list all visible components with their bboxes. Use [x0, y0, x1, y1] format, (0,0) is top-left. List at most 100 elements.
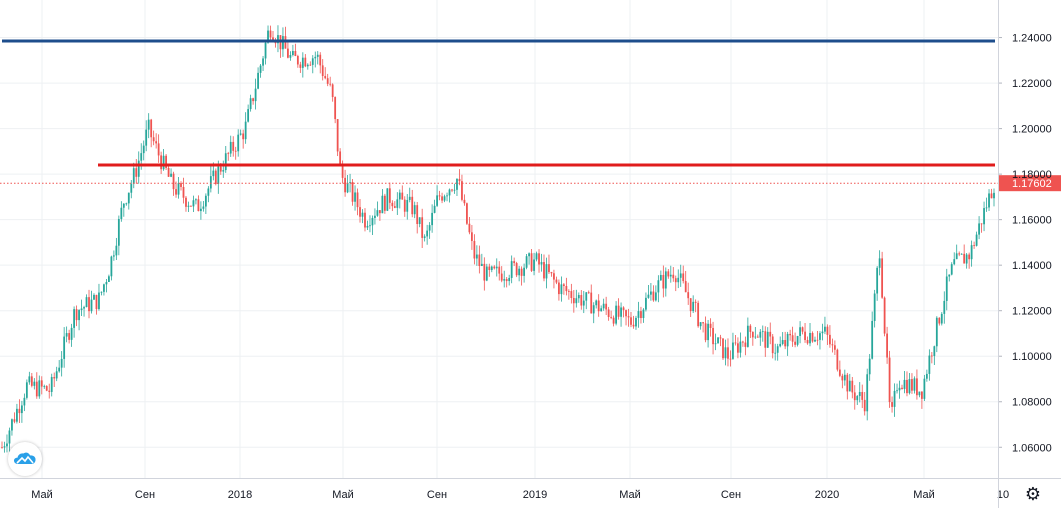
candle-body: [291, 50, 294, 55]
candle-body: [764, 331, 767, 348]
candle-body: [779, 343, 782, 347]
candle-body: [217, 166, 220, 184]
candle-body: [396, 199, 399, 208]
candle-body: [712, 327, 714, 345]
candle-body: [423, 236, 426, 238]
candle-body: [180, 183, 182, 187]
candle-body: [786, 333, 789, 347]
candle-body: [784, 340, 787, 347]
candle-body: [637, 311, 640, 318]
candle-body: [63, 336, 66, 359]
candle-body: [734, 342, 737, 344]
candle-body: [222, 170, 225, 172]
candle-body: [117, 219, 120, 246]
candle-body: [776, 346, 779, 353]
candle-body: [577, 295, 580, 299]
candle-body: [294, 50, 297, 56]
candle-body: [988, 193, 990, 208]
candle-body: [289, 54, 292, 58]
candle-body: [510, 261, 513, 278]
candle-body: [950, 264, 953, 275]
candle-body: [729, 358, 732, 360]
candle-body: [692, 301, 695, 312]
candle-body: [247, 109, 250, 122]
candle-body: [155, 141, 158, 144]
candle-body: [227, 153, 230, 155]
current-price-label: 1.17602: [1012, 178, 1052, 190]
candle-body: [530, 253, 533, 271]
candle-body: [88, 297, 90, 312]
candle-body: [684, 281, 687, 293]
candle-body: [679, 273, 682, 278]
x-tick-label: 2020: [815, 489, 839, 501]
candle-body: [851, 380, 854, 393]
candle-body: [344, 177, 346, 193]
candle-body: [940, 313, 943, 324]
x-tick-label: 2019: [523, 489, 547, 501]
candle-body: [990, 193, 993, 199]
candle-body: [528, 253, 530, 257]
candle-body: [861, 391, 864, 400]
candle-body: [406, 199, 409, 212]
candle-body: [177, 183, 180, 195]
candle-body: [341, 165, 344, 178]
candle-body: [234, 150, 237, 152]
candle-body: [461, 181, 463, 200]
candle-body: [197, 199, 200, 212]
candle-body: [630, 317, 632, 325]
candle-body: [590, 292, 593, 314]
candle-body: [538, 253, 540, 265]
candle-body: [652, 291, 655, 301]
candle-body: [600, 308, 603, 312]
candle-body: [756, 336, 759, 338]
candle-body: [766, 331, 769, 348]
candle-body: [841, 375, 844, 381]
candle-body: [383, 195, 386, 211]
candle-body: [607, 309, 610, 317]
candle-body: [175, 189, 177, 195]
candle-body: [694, 301, 697, 303]
candle-body: [453, 189, 456, 191]
settings-gear-icon[interactable]: ⚙: [1024, 484, 1042, 504]
candle-body: [625, 310, 627, 317]
candle-body: [548, 264, 550, 273]
candle-body: [749, 325, 752, 332]
candle-body: [602, 303, 605, 309]
candle-body: [38, 380, 41, 397]
candle-body: [219, 166, 222, 172]
candle-body: [704, 323, 707, 341]
candle-body: [642, 309, 645, 319]
candle-body: [351, 182, 354, 202]
candle-body: [799, 327, 801, 337]
candle-body: [689, 298, 692, 312]
candle-body: [314, 56, 317, 59]
candle-body: [264, 42, 267, 59]
candle-body: [182, 186, 185, 198]
candle-body: [346, 182, 349, 193]
candle-body: [232, 141, 235, 151]
candle-body: [95, 294, 98, 310]
candle-body: [535, 253, 538, 260]
candle-body: [80, 308, 83, 311]
candle-body: [190, 205, 192, 207]
candle-body: [911, 379, 913, 391]
candle-body: [901, 387, 903, 389]
candle-body: [421, 217, 424, 238]
tradingview-logo[interactable]: [8, 442, 42, 476]
candle-body: [620, 307, 622, 317]
x-tick-label: 2018: [228, 489, 252, 501]
candle-body: [331, 84, 334, 98]
candle-body: [674, 278, 677, 283]
candle-body: [212, 170, 215, 177]
x-tick-label: Сен: [427, 489, 447, 501]
candle-body: [379, 210, 381, 214]
candle-body: [1, 447, 3, 449]
candle-body: [152, 137, 155, 142]
candle-body: [938, 317, 941, 324]
candle-body: [329, 83, 332, 85]
candle-body: [418, 217, 421, 224]
candle-body: [125, 203, 128, 205]
candle-body: [540, 262, 543, 265]
candle-body: [277, 35, 279, 44]
candle-body: [525, 256, 528, 268]
